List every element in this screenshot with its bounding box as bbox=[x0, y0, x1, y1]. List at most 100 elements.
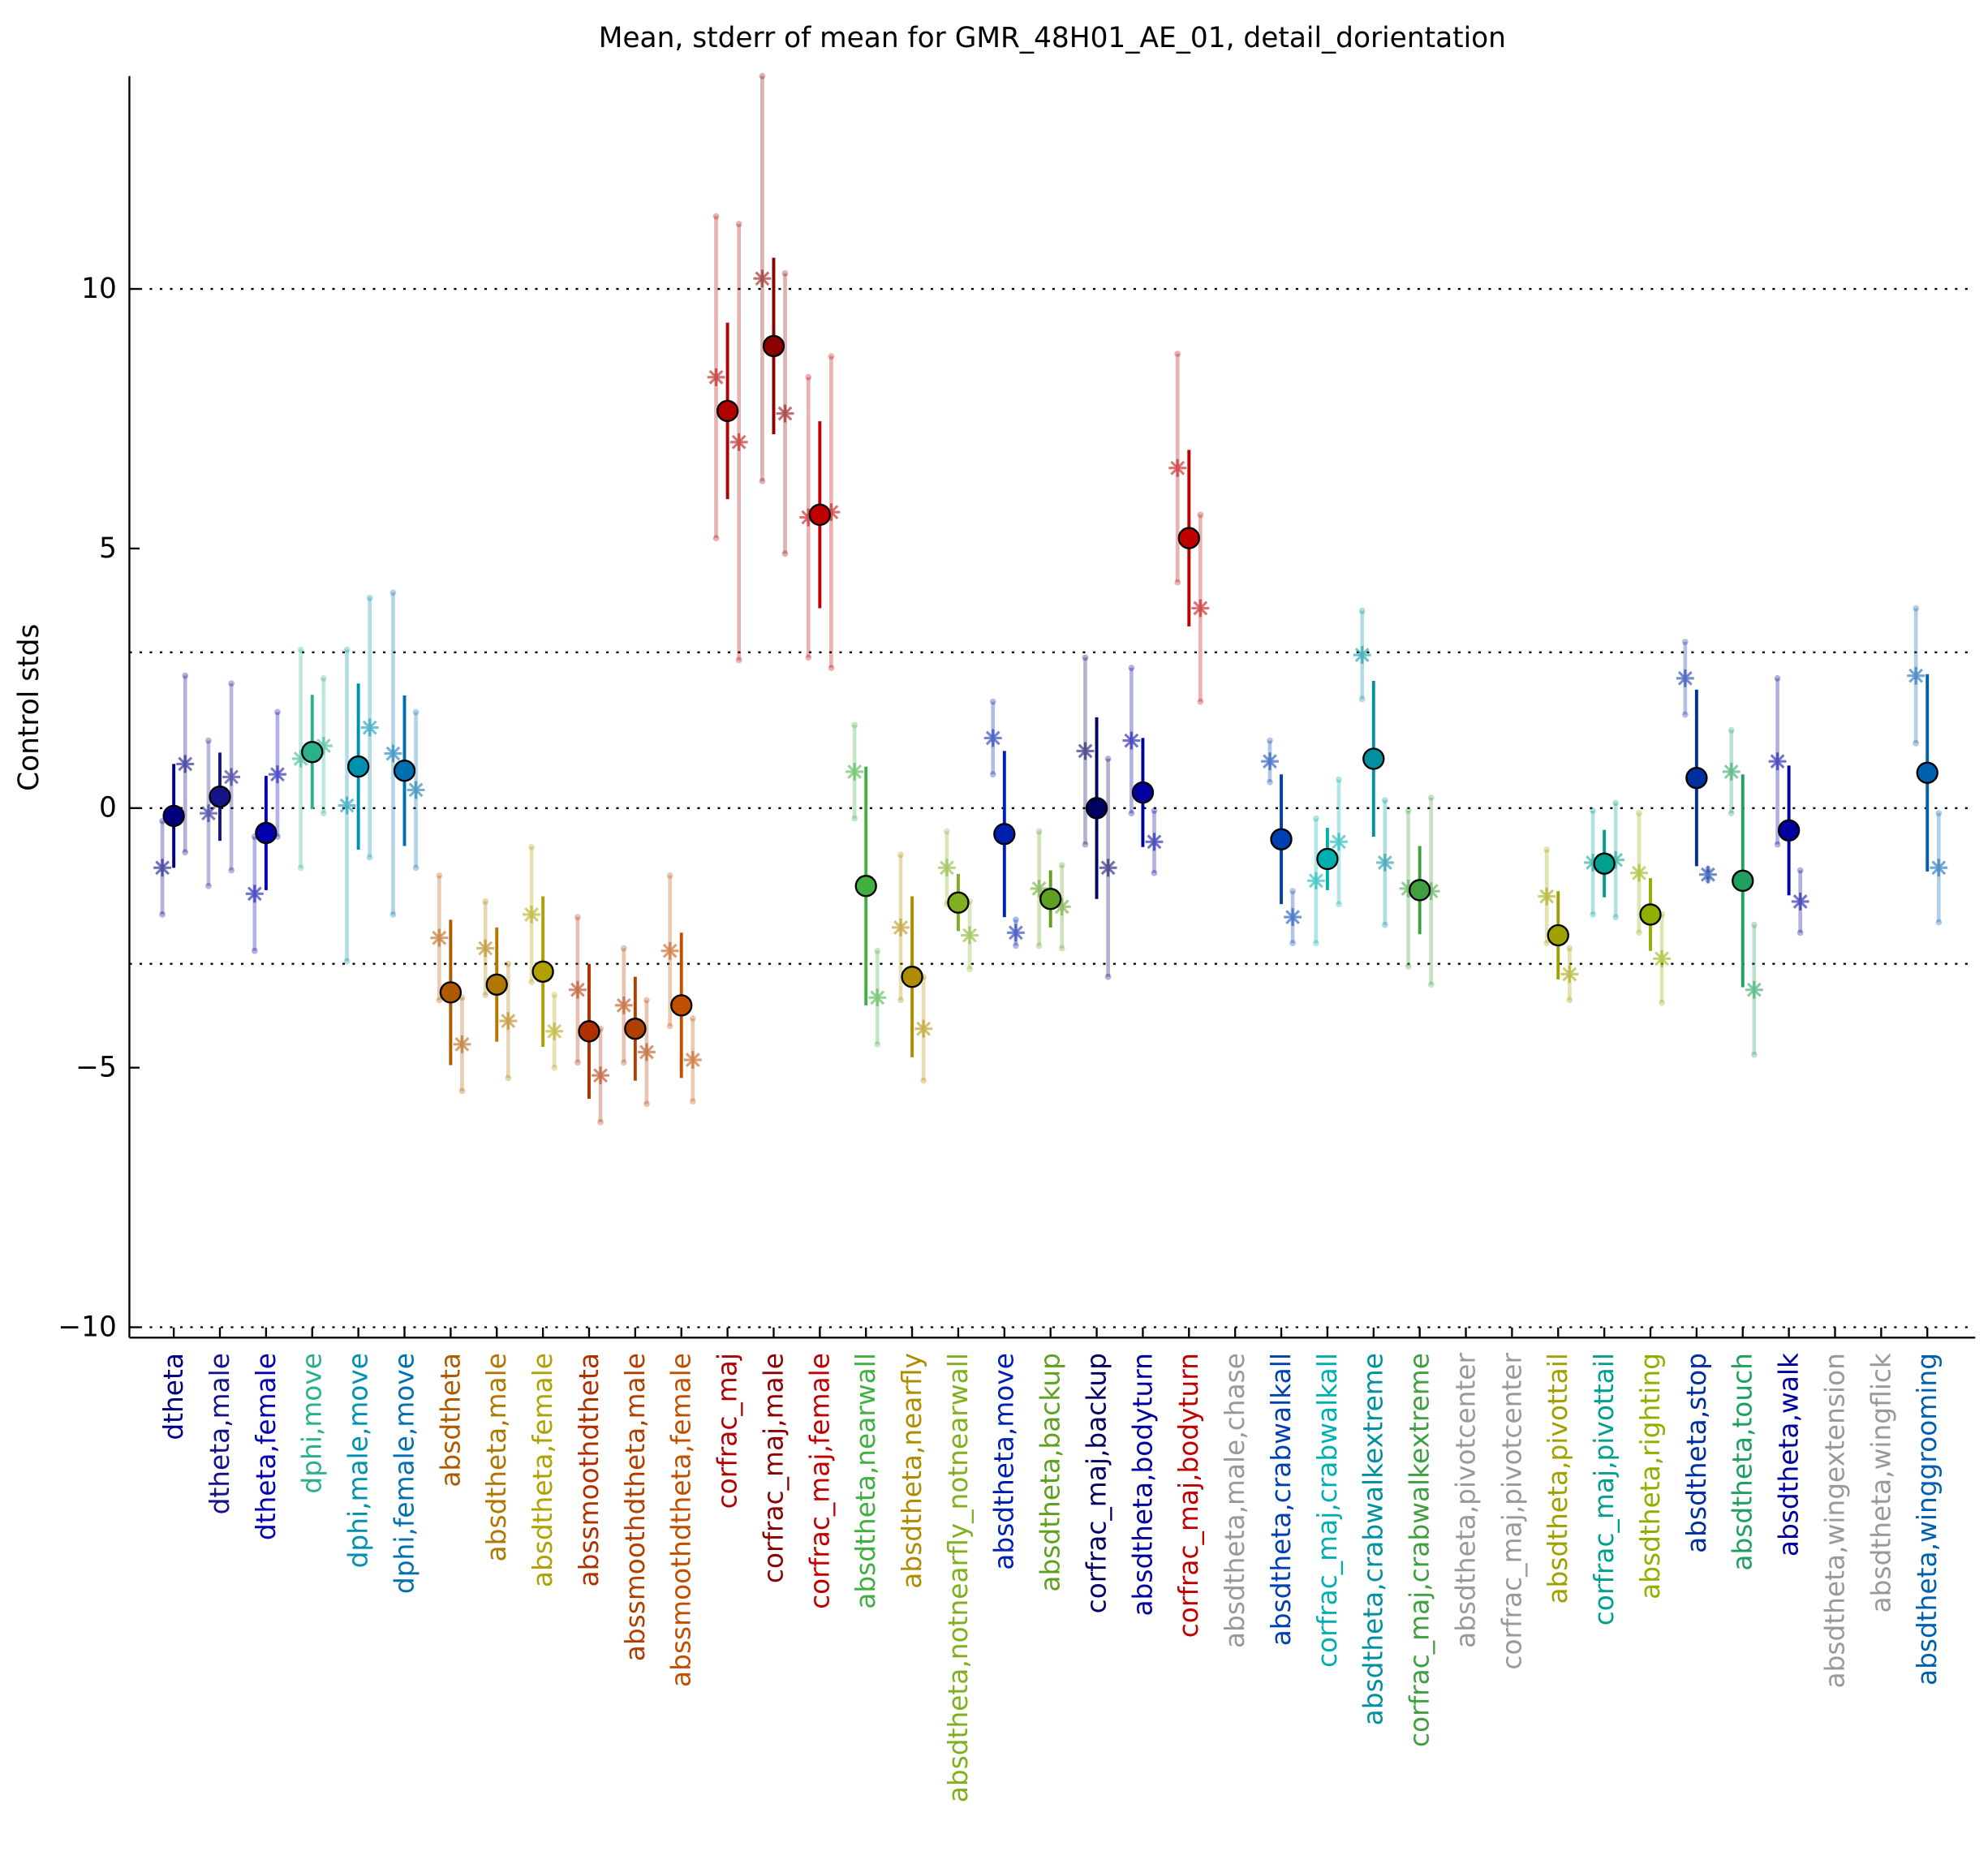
spread-end bbox=[412, 864, 420, 872]
mean-marker bbox=[1085, 797, 1108, 820]
x-tick-label: absdtheta,pivottail bbox=[1543, 1353, 1573, 1604]
x-tick-label: abssmoothdtheta,male bbox=[620, 1353, 651, 1661]
mean-marker bbox=[854, 875, 877, 898]
spread-end bbox=[897, 997, 904, 1004]
spread-end bbox=[251, 947, 258, 954]
star-marker bbox=[683, 1051, 702, 1069]
spread-end bbox=[1913, 605, 1920, 612]
spread-end bbox=[1267, 778, 1273, 786]
star-marker bbox=[776, 404, 794, 423]
spread-end bbox=[1058, 945, 1065, 952]
spread-end bbox=[366, 854, 373, 861]
spread-end bbox=[551, 1064, 558, 1071]
star-marker bbox=[384, 744, 402, 763]
spread-end bbox=[1913, 739, 1920, 747]
spread-end bbox=[851, 721, 858, 729]
spread-end bbox=[1035, 828, 1043, 835]
chart-title: Mean, stderr of mean for GMR_48H01_AE_01… bbox=[599, 22, 1506, 54]
mean-marker bbox=[762, 334, 785, 358]
x-tick-label: absdtheta,male bbox=[481, 1353, 512, 1561]
spread-end bbox=[1012, 916, 1019, 924]
star-marker bbox=[661, 941, 679, 960]
spread-end bbox=[1566, 997, 1573, 1004]
spread-end bbox=[205, 882, 212, 889]
star-marker bbox=[1284, 908, 1302, 927]
spread-end bbox=[274, 708, 281, 716]
mean-marker bbox=[485, 973, 508, 996]
star-marker bbox=[430, 928, 449, 947]
spread-end bbox=[1128, 665, 1135, 671]
star-marker bbox=[1422, 882, 1440, 901]
spread-end bbox=[528, 979, 535, 985]
mean-marker bbox=[1131, 781, 1155, 804]
star-marker bbox=[914, 1019, 933, 1038]
star-marker bbox=[1353, 646, 1371, 664]
x-tick-label: absdtheta,stop bbox=[1681, 1353, 1712, 1553]
spread-end bbox=[182, 849, 189, 856]
star-marker bbox=[523, 905, 540, 924]
spread-end bbox=[528, 843, 535, 850]
spread-end bbox=[1336, 776, 1342, 783]
spread-end bbox=[1681, 711, 1689, 718]
mean-marker bbox=[301, 741, 324, 764]
y-tick-label: 10 bbox=[81, 273, 117, 305]
mean-marker bbox=[255, 821, 278, 845]
spread-end bbox=[1797, 867, 1804, 874]
spread-end bbox=[666, 1023, 673, 1030]
spread-end bbox=[874, 947, 881, 954]
spread-end bbox=[1267, 737, 1273, 744]
star-marker bbox=[499, 1012, 518, 1030]
star-marker bbox=[1306, 872, 1325, 890]
y-tick-label: −5 bbox=[75, 1052, 117, 1084]
spread-end bbox=[482, 898, 489, 905]
spread-end bbox=[389, 911, 397, 918]
mean-marker bbox=[1732, 869, 1754, 893]
mean-marker bbox=[624, 1017, 647, 1040]
spread-end bbox=[320, 674, 327, 682]
star-marker bbox=[1745, 980, 1763, 999]
star-marker bbox=[868, 988, 887, 1007]
spread-end bbox=[159, 911, 166, 918]
spread-end bbox=[1636, 810, 1642, 817]
star-marker bbox=[937, 859, 956, 877]
spread-end bbox=[574, 914, 581, 921]
x-tick-label: absdtheta,bodyturn bbox=[1127, 1353, 1158, 1616]
spread-end bbox=[1151, 869, 1158, 876]
spread-end bbox=[389, 589, 397, 596]
star-marker bbox=[1607, 850, 1625, 869]
spread-end bbox=[1358, 695, 1366, 703]
star-marker bbox=[1629, 863, 1648, 882]
spread-end bbox=[1405, 807, 1412, 814]
x-tick-label: corfrac_maj,crabwalkextreme bbox=[1405, 1353, 1435, 1747]
spread-end bbox=[620, 945, 627, 952]
star-marker bbox=[1791, 892, 1809, 911]
spread-end bbox=[1174, 579, 1181, 586]
star-marker bbox=[1191, 599, 1210, 618]
star-marker bbox=[1676, 669, 1694, 687]
x-tick-label: absdtheta,crabwalkall bbox=[1266, 1353, 1297, 1646]
x-tick-label: corfrac_maj,female bbox=[804, 1353, 835, 1609]
spread-end bbox=[1012, 942, 1019, 949]
spread-end bbox=[1728, 810, 1735, 817]
star-marker bbox=[1052, 898, 1071, 916]
x-tick-label: corfrac_maj,pivotcenter bbox=[1496, 1353, 1527, 1670]
spread-end bbox=[412, 708, 420, 716]
star-marker bbox=[729, 433, 748, 451]
spread-end bbox=[1935, 919, 1943, 926]
spread-end bbox=[851, 815, 858, 822]
x-tick-label: corfrac_maj bbox=[712, 1353, 743, 1509]
spread-end bbox=[666, 872, 673, 879]
mean-marker bbox=[901, 966, 923, 988]
star-marker bbox=[222, 768, 241, 786]
spread-end bbox=[735, 221, 742, 227]
mean-marker bbox=[162, 804, 185, 828]
spread-end bbox=[1128, 810, 1135, 817]
spread-end bbox=[712, 213, 720, 220]
star-marker bbox=[568, 980, 587, 999]
star-marker bbox=[592, 1066, 609, 1085]
star-marker bbox=[1375, 854, 1394, 872]
x-tick-label: dtheta,male bbox=[204, 1353, 235, 1514]
spread-end bbox=[805, 373, 812, 381]
spread-end bbox=[689, 1014, 696, 1022]
